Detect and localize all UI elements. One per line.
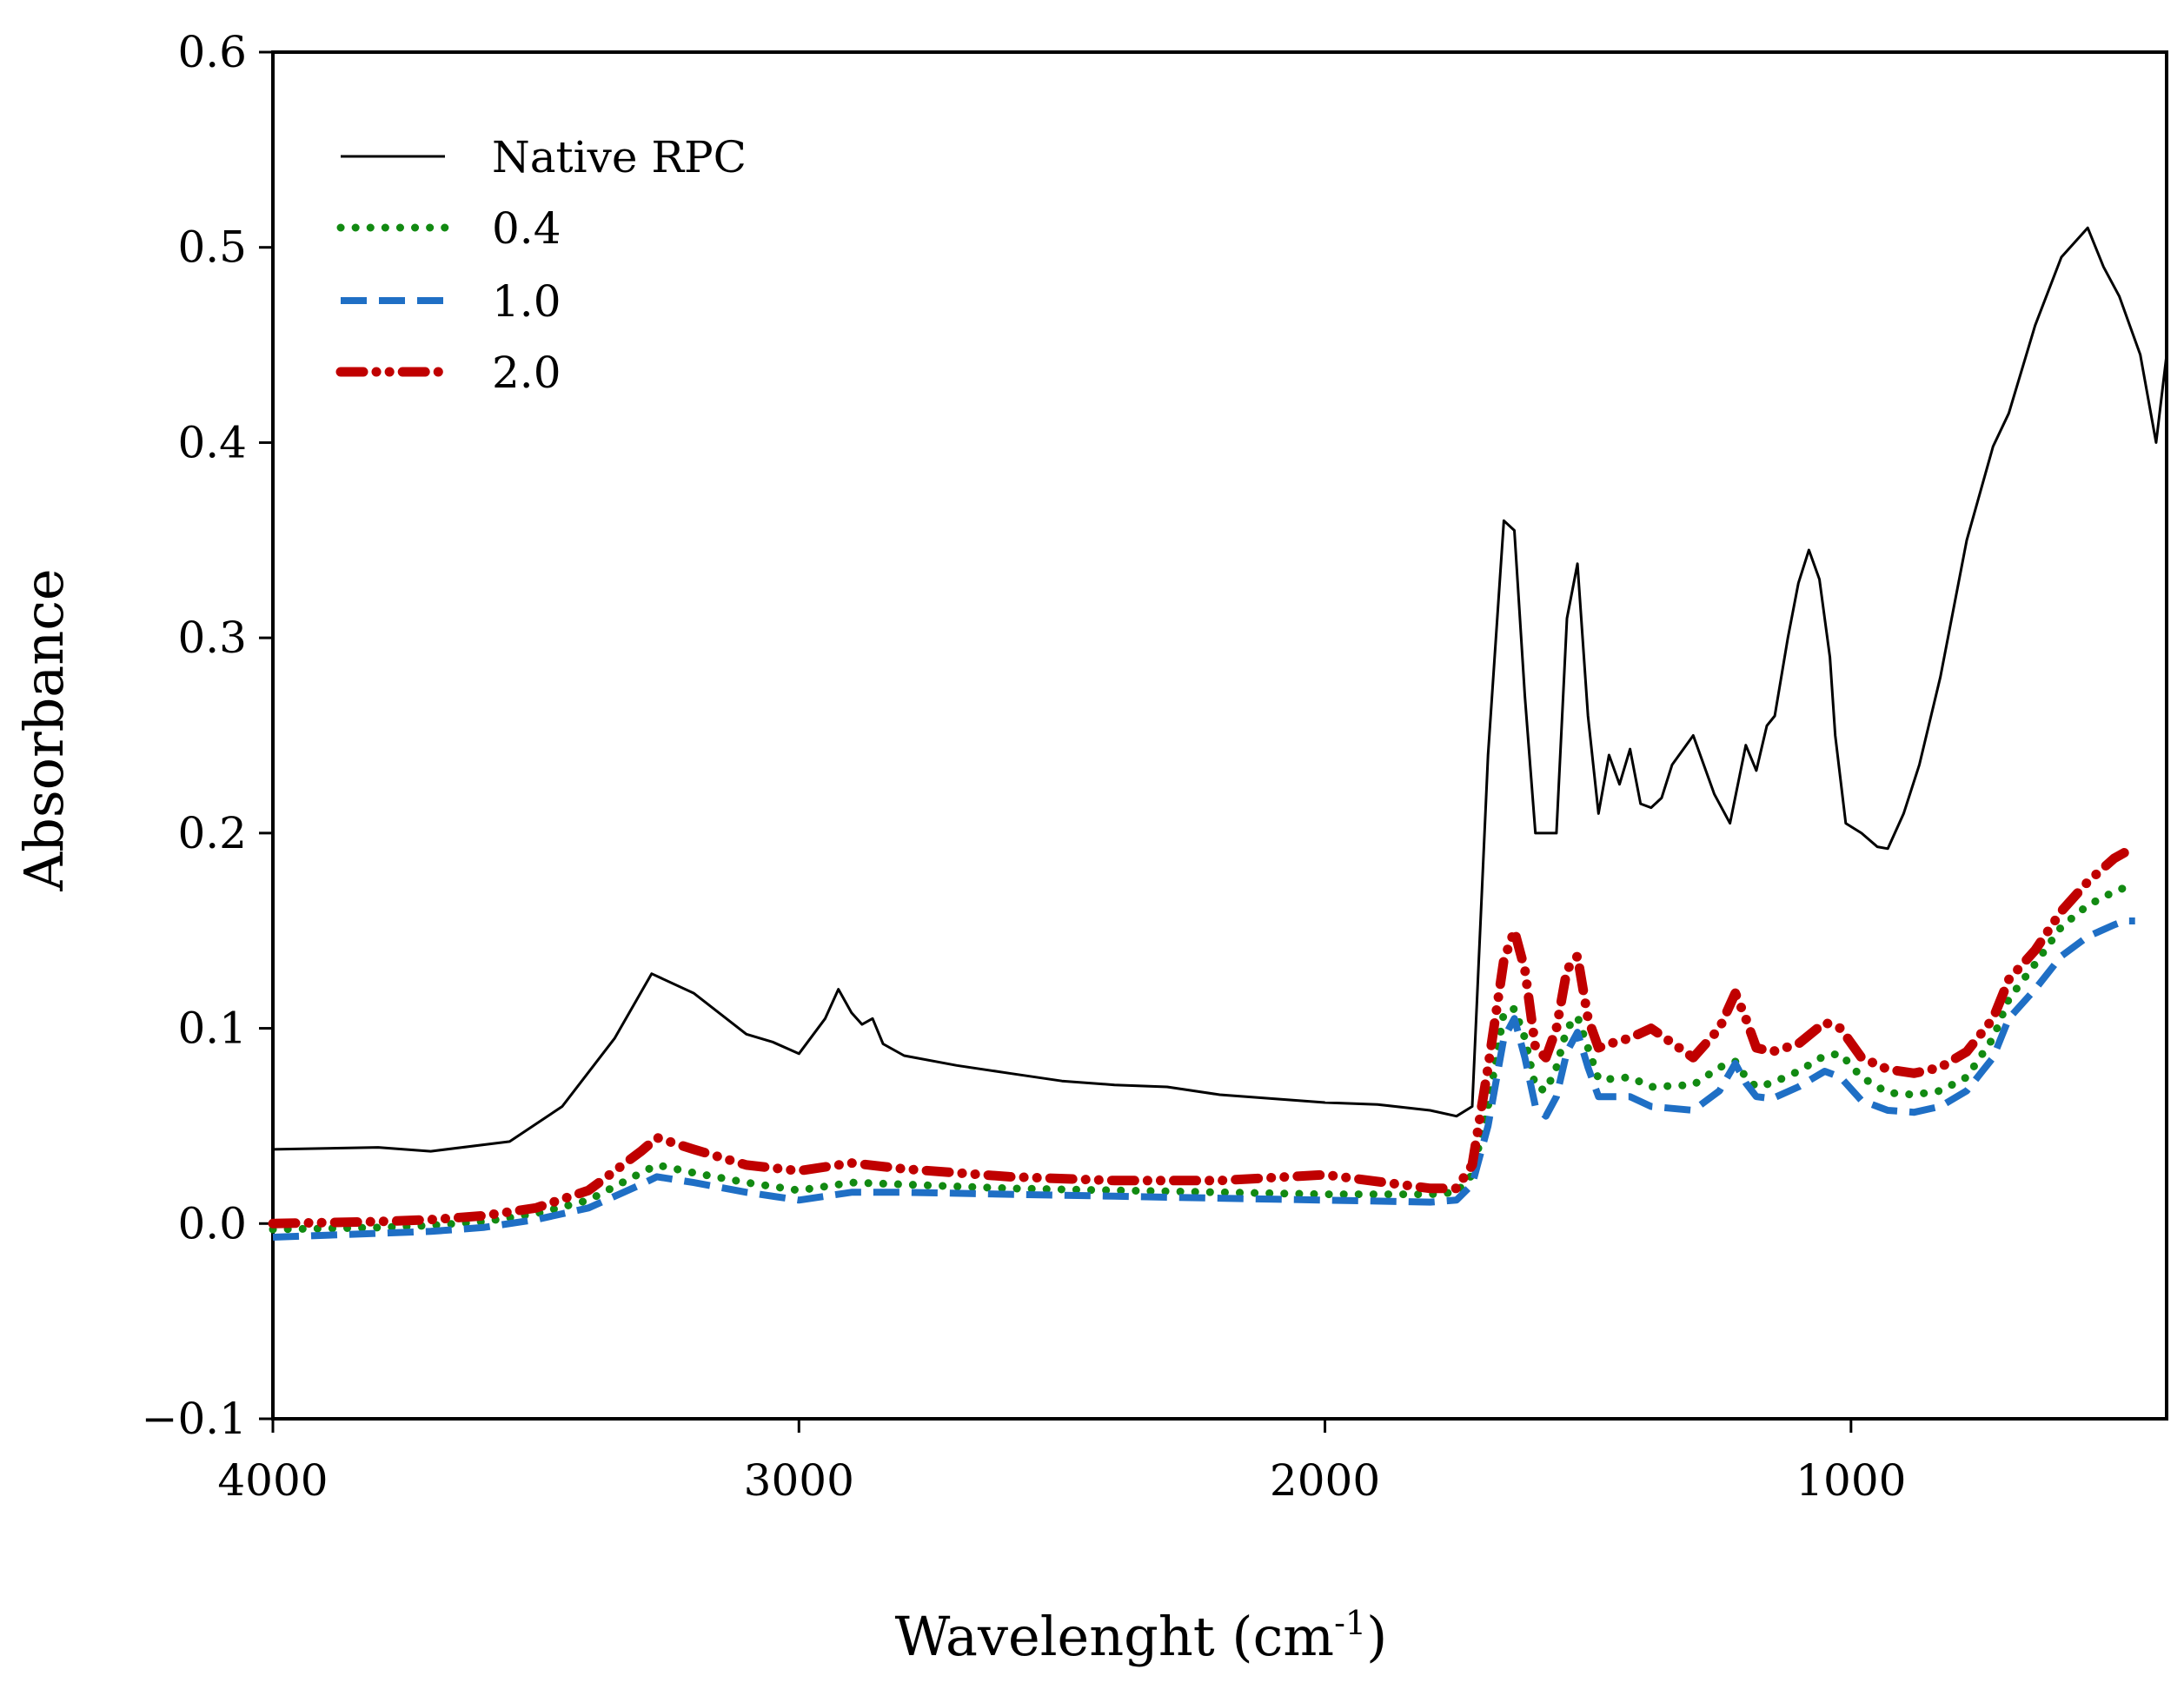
x-axis-title-superscript: -1 <box>1334 1604 1366 1642</box>
legend-item-0.4: 0.4 <box>336 203 561 254</box>
legend-label-native-rpc: Native RPC <box>492 132 747 182</box>
y-tick-label: 0.5 <box>177 222 247 273</box>
legend-item-native-rpc: Native RPC <box>341 132 747 182</box>
legend-item-2.0: 2.0 <box>335 348 561 398</box>
y-tick-label: 0.3 <box>177 613 247 663</box>
x-tick-label: 3000 <box>744 1455 854 1506</box>
y-axis: −0.1 0.0 0.1 0.2 0.3 0.4 0.5 0.6 <box>142 27 273 1444</box>
y-tick-label: 0.4 <box>177 417 247 467</box>
legend-label-2.0: 2.0 <box>492 348 561 398</box>
legend-item-1.0: 1.0 <box>341 276 561 327</box>
series-line-2.0 <box>268 847 2141 1229</box>
y-tick-label: 0.1 <box>177 1003 247 1054</box>
y-tick-label: 0.2 <box>177 808 247 858</box>
series-layer <box>268 226 2168 1241</box>
legend: Native RPC 0.4 1.0 2.0 <box>335 132 747 398</box>
series-line-1.0 <box>272 917 2135 1241</box>
x-tick-label: 2000 <box>1270 1455 1380 1506</box>
series-line-0.4 <box>269 879 2140 1234</box>
y-tick-label: 0.6 <box>177 27 247 77</box>
y-tick-label: 0.0 <box>177 1198 247 1249</box>
x-axis-title: Wavelenght (cm-1) <box>895 1604 1388 1668</box>
y-tick-label: −0.1 <box>142 1394 247 1444</box>
x-axis-title-suffix: ) <box>1366 1605 1387 1668</box>
series-line-native-rpc <box>272 226 2168 1153</box>
plot-frame <box>271 50 2168 1421</box>
legend-label-1.0: 1.0 <box>492 276 561 327</box>
x-tick-label: 4000 <box>217 1455 328 1506</box>
x-axis-title-main: Wavelenght (cm <box>895 1605 1334 1668</box>
x-axis: 4000 3000 2000 1000 <box>217 1419 1906 1506</box>
x-tick-label: 1000 <box>1796 1455 1906 1506</box>
y-axis-title: Absorbance <box>12 568 76 891</box>
legend-label-0.4: 0.4 <box>492 203 561 254</box>
plot-border <box>271 50 2168 1421</box>
